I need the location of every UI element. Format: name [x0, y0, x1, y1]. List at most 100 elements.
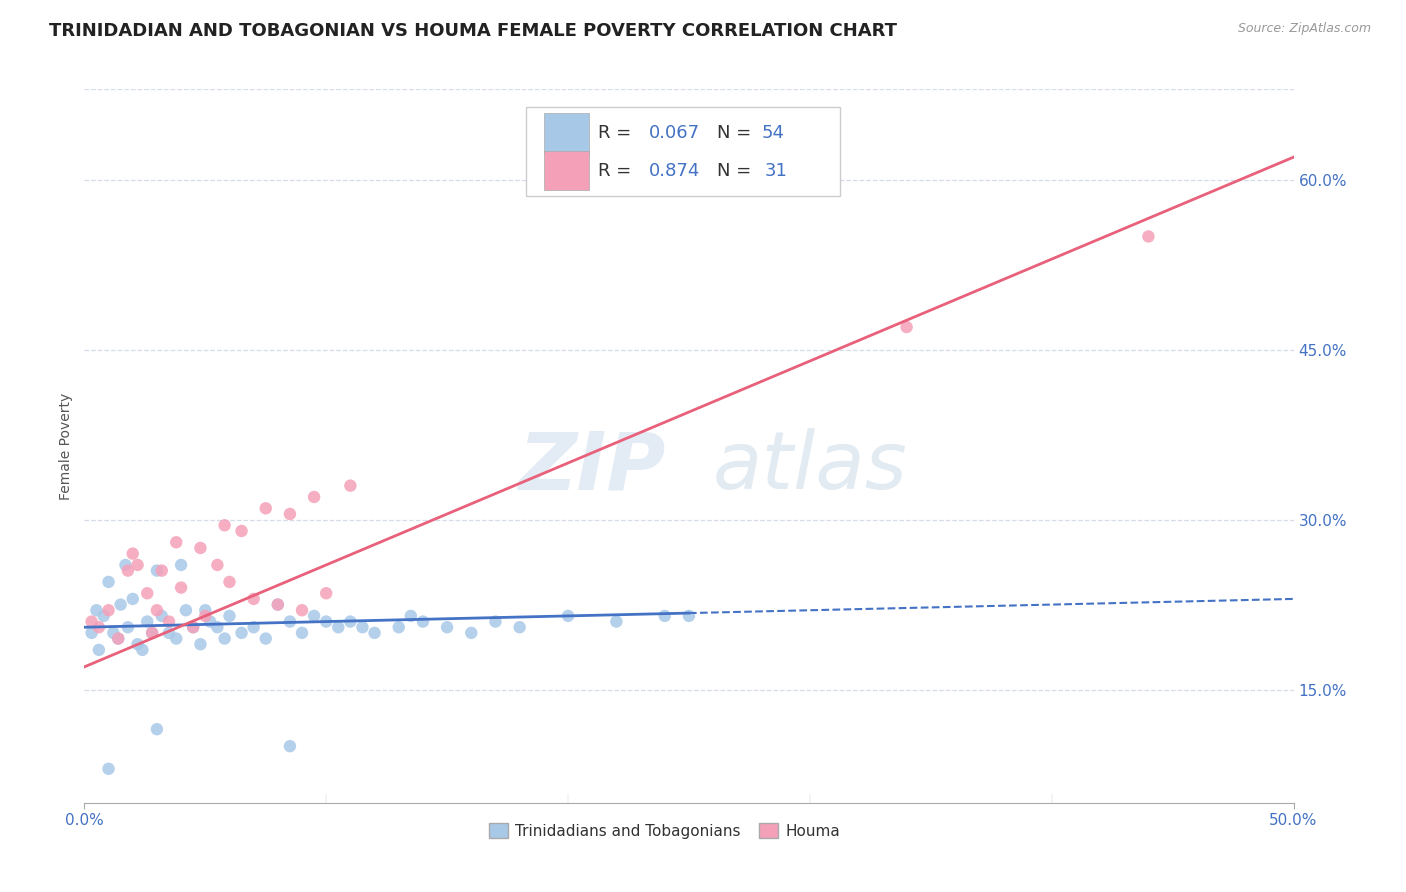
Point	[103, 626, 125, 640]
Text: 54: 54	[762, 124, 785, 142]
Point	[339, 478, 361, 492]
Y-axis label: Female Poverty: Female Poverty	[59, 392, 73, 500]
Point	[174, 603, 197, 617]
Point	[231, 626, 253, 640]
Point	[399, 608, 422, 623]
Point	[412, 615, 434, 629]
Point	[194, 603, 217, 617]
Point	[97, 603, 120, 617]
Point	[218, 574, 240, 589]
Text: Source: ZipAtlas.com: Source: ZipAtlas.com	[1237, 22, 1371, 36]
Point	[678, 608, 700, 623]
Point	[121, 547, 143, 561]
Text: TRINIDADIAN AND TOBAGONIAN VS HOUMA FEMALE POVERTY CORRELATION CHART: TRINIDADIAN AND TOBAGONIAN VS HOUMA FEMA…	[49, 22, 897, 40]
Point	[97, 574, 120, 589]
Text: N =: N =	[717, 161, 756, 179]
Point	[207, 620, 229, 634]
Point	[278, 615, 301, 629]
Point	[146, 564, 169, 578]
Point	[170, 558, 193, 572]
Point	[150, 564, 173, 578]
Point	[214, 632, 236, 646]
Point	[146, 722, 169, 736]
Point	[80, 626, 103, 640]
Point	[87, 620, 110, 634]
FancyBboxPatch shape	[526, 107, 841, 196]
Text: 31: 31	[765, 161, 787, 179]
FancyBboxPatch shape	[544, 151, 589, 191]
Point	[136, 615, 159, 629]
Point	[557, 608, 579, 623]
Point	[207, 558, 229, 572]
Point	[141, 626, 163, 640]
Point	[339, 615, 361, 629]
Point	[278, 507, 301, 521]
Point	[267, 598, 290, 612]
Text: R =: R =	[599, 161, 637, 179]
Point	[302, 608, 325, 623]
Point	[157, 626, 180, 640]
Point	[150, 608, 173, 623]
Point	[136, 586, 159, 600]
Point	[328, 620, 350, 634]
Point	[114, 558, 136, 572]
Point	[509, 620, 531, 634]
Point	[291, 626, 314, 640]
Point	[141, 626, 163, 640]
FancyBboxPatch shape	[544, 112, 589, 153]
Point	[107, 632, 129, 646]
Point	[190, 541, 212, 555]
Point	[146, 603, 169, 617]
Point	[157, 615, 180, 629]
Point	[97, 762, 120, 776]
Point	[315, 586, 337, 600]
Point	[214, 518, 236, 533]
Point	[242, 591, 264, 606]
Text: 0.067: 0.067	[650, 124, 700, 142]
Point	[194, 608, 217, 623]
Point	[291, 603, 314, 617]
Point	[231, 524, 253, 538]
Point	[80, 615, 103, 629]
Point	[302, 490, 325, 504]
Point	[254, 632, 277, 646]
Point	[93, 608, 115, 623]
Point	[117, 620, 139, 634]
Text: ZIP: ZIP	[519, 428, 666, 507]
Point	[254, 501, 277, 516]
Point	[605, 615, 627, 629]
Point	[278, 739, 301, 754]
Text: 0.874: 0.874	[650, 161, 700, 179]
Point	[121, 591, 143, 606]
Point	[181, 620, 204, 634]
Point	[484, 615, 506, 629]
Point	[267, 598, 290, 612]
Point	[363, 626, 385, 640]
Point	[1137, 229, 1160, 244]
Point	[86, 603, 108, 617]
Point	[388, 620, 411, 634]
Point	[165, 632, 187, 646]
Point	[181, 620, 204, 634]
Point	[110, 598, 132, 612]
Point	[654, 608, 676, 623]
Point	[352, 620, 374, 634]
Text: atlas: atlas	[713, 428, 907, 507]
Point	[460, 626, 482, 640]
Point	[127, 637, 149, 651]
Point	[107, 632, 129, 646]
Point	[170, 581, 193, 595]
Text: N =: N =	[717, 124, 756, 142]
Point	[117, 564, 139, 578]
Point	[315, 615, 337, 629]
Point	[87, 643, 110, 657]
Point	[131, 643, 153, 657]
Point	[190, 637, 212, 651]
Point	[218, 608, 240, 623]
Point	[436, 620, 458, 634]
Text: R =: R =	[599, 124, 637, 142]
Point	[242, 620, 264, 634]
Legend: Trinidadians and Tobagonians, Houma: Trinidadians and Tobagonians, Houma	[484, 817, 846, 845]
Point	[127, 558, 149, 572]
Point	[165, 535, 187, 549]
